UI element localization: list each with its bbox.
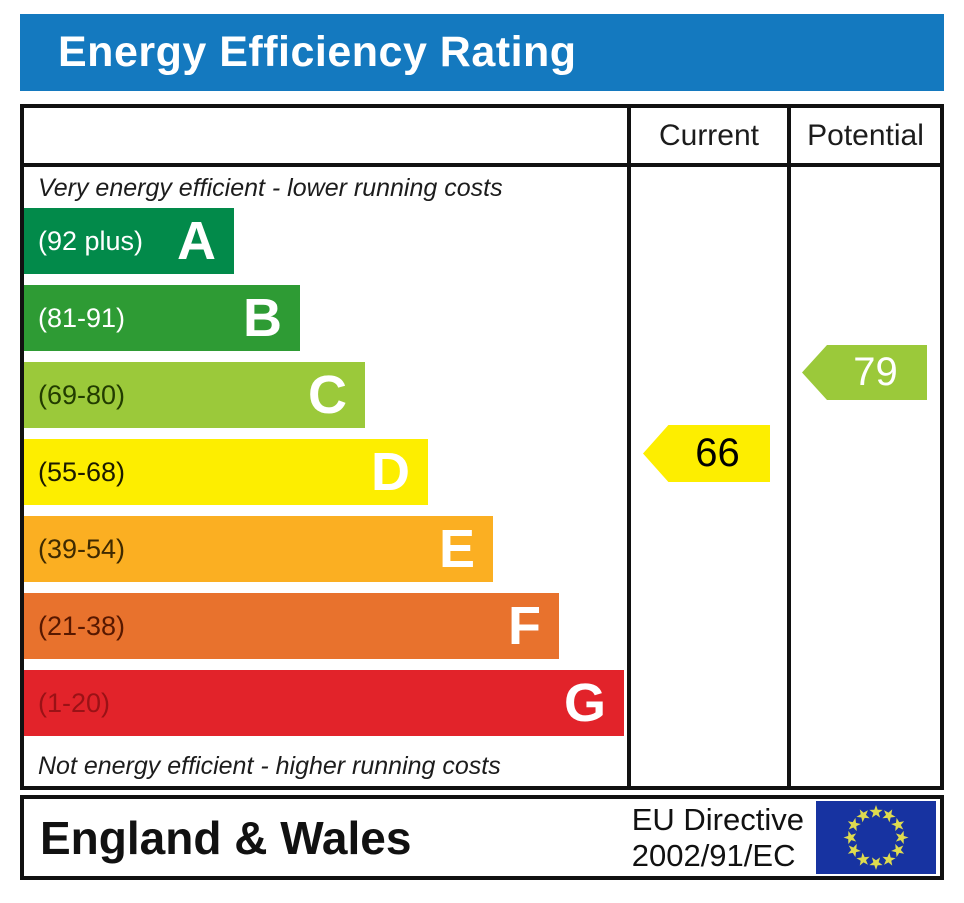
band-b: (81-91) B (24, 285, 300, 351)
potential-column-divider (787, 108, 791, 786)
band-b-range: (81-91) (38, 302, 126, 333)
band-f-range: (21-38) (38, 610, 126, 641)
band-c: (69-80) C (24, 362, 365, 428)
bottom-caption: Not energy efficient - higher running co… (38, 752, 501, 780)
band-a-range: (92 plus) (38, 225, 144, 256)
band-f: (21-38) F (24, 593, 559, 659)
region-label: England & Wales (40, 811, 412, 864)
rating-chart: Current Potential Very energy efficient … (20, 104, 944, 790)
band-e-range: (39-54) (38, 533, 126, 564)
eu-directive-line2: 2002/91/EC (631, 837, 796, 873)
band-c-range: (69-80) (38, 379, 126, 410)
current-column-header: Current (658, 118, 760, 152)
band-d: (55-68) D (24, 439, 428, 505)
band-b-letter: B (243, 288, 282, 348)
chart-header-row: Current Potential (24, 108, 940, 167)
band-c-letter: C (308, 365, 347, 425)
potential-column-header: Potential (807, 118, 924, 152)
eu-directive-line1: EU Directive (631, 802, 804, 838)
eu-flag-icon (816, 801, 936, 874)
footer-bar: England & Wales EU Directive 2002/91/EC (20, 795, 944, 880)
eu-directive-label: EU Directive 2002/91/EC (632, 802, 816, 872)
band-g-range: (1-20) (38, 687, 111, 718)
current-rating-arrow: 66 (643, 425, 770, 482)
band-e: (39-54) E (24, 516, 493, 582)
current-column-divider (627, 108, 631, 786)
band-d-letter: D (371, 442, 410, 502)
band-e-letter: E (438, 519, 475, 579)
band-d-range: (55-68) (38, 456, 126, 487)
top-caption: Very energy efficient - lower running co… (38, 174, 503, 202)
band-a: (92 plus) A (24, 208, 234, 274)
title-bar: Energy Efficiency Rating (20, 14, 944, 91)
band-g-letter: G (563, 673, 606, 733)
current-rating-value: 66 (695, 431, 740, 475)
band-a-letter: A (177, 211, 216, 271)
page-title: Energy Efficiency Rating (58, 28, 577, 76)
potential-rating-arrow: 79 (802, 345, 927, 400)
band-f-letter: F (508, 596, 541, 656)
potential-rating-value: 79 (853, 350, 898, 394)
band-g: (1-20) G (24, 670, 624, 736)
